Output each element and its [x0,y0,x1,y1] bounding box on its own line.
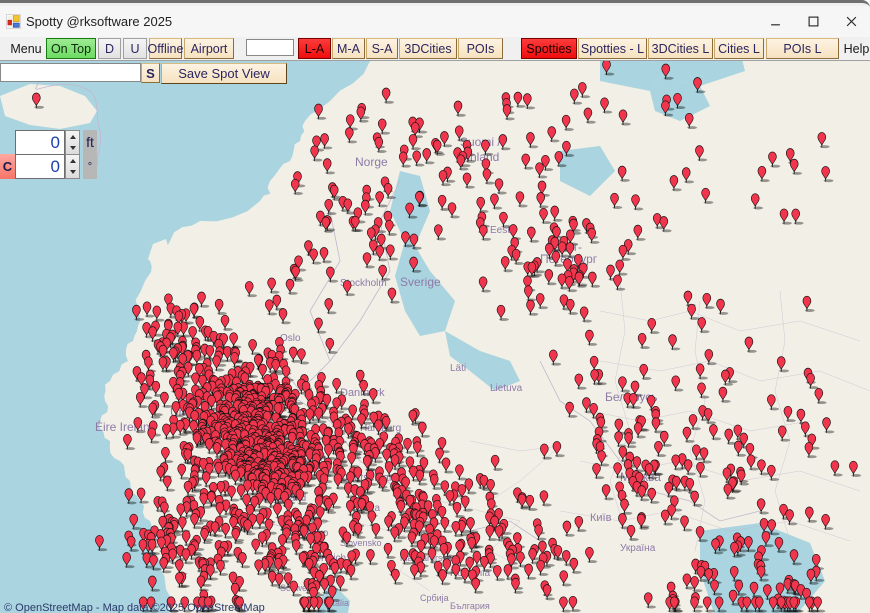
svg-text:Éire Ireland: Éire Ireland [95,419,156,434]
svg-text:Србија: Србија [420,593,449,603]
svg-text:Norge: Norge [355,155,388,169]
svg-text:Läti: Läti [450,363,466,374]
svg-text:България: България [450,601,490,611]
svg-text:Sverige: Sverige [400,275,441,289]
svg-text:Київ: Київ [590,512,612,524]
svg-text:Lietuva: Lietuva [490,383,523,394]
svg-text:Україна: Україна [620,543,656,554]
